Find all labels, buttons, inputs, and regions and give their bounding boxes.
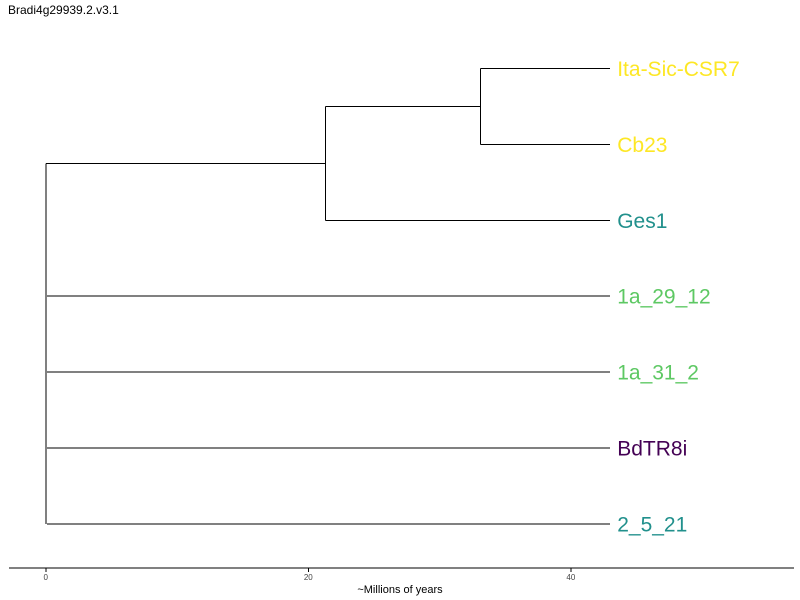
tip-label-3: 1a_29_12 [617, 286, 710, 309]
tip-label-2: Ges1 [617, 210, 667, 233]
tip-label-1: Cb23 [617, 134, 667, 157]
tip-label-4: 1a_31_2 [617, 362, 699, 385]
tip-label-5: BdTR8i [617, 438, 687, 461]
tip-label-6: 2_5_21 [617, 513, 687, 536]
branches [45, 68, 611, 525]
tip-label-0: Ita-Sic-CSR7 [617, 58, 740, 81]
chart-title: Bradi4g29939.2.v3.1 [8, 3, 119, 17]
tip-labels: Ita-Sic-CSR7 Cb23 Ges1 1a_29_12 1a_31_2 BdTR8… [617, 58, 740, 536]
x-tick-label-2: 40 [566, 573, 575, 582]
x-tick-label-0: 0 [44, 573, 49, 582]
x-tick-label-1: 20 [304, 573, 313, 582]
x-axis: 0 20 40 [9, 567, 794, 582]
x-axis-title: ~Millions of years [357, 584, 443, 596]
